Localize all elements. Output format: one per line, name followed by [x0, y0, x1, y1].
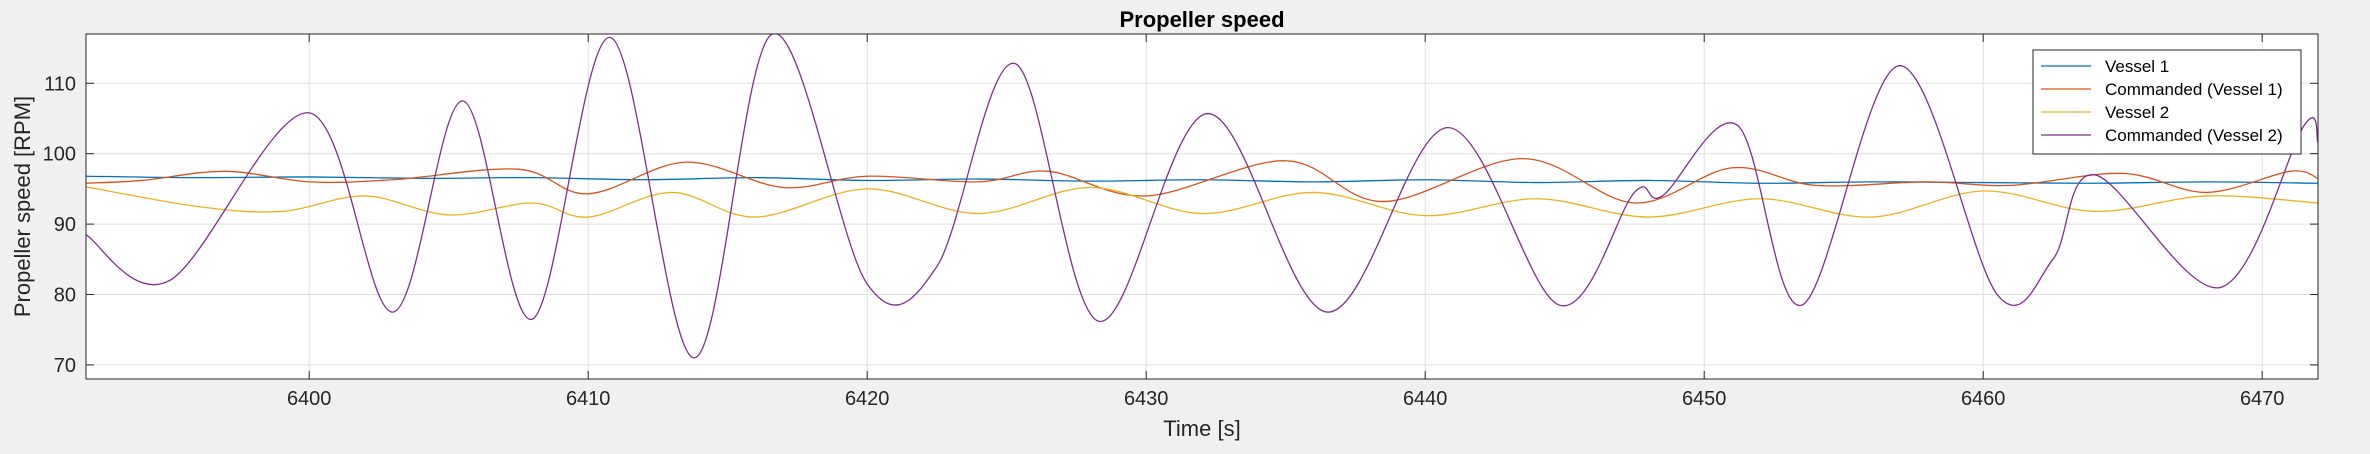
series-group [86, 34, 2318, 359]
y-tick-label: 80 [54, 285, 76, 307]
x-tick-label: 6410 [566, 388, 611, 410]
y-axis-label: Propeller speed [RPM] [10, 96, 35, 317]
x-tick-label: 6400 [287, 388, 332, 410]
x-tick-label: 6470 [2240, 388, 2285, 410]
series-line-4 [86, 34, 2318, 359]
ticks: 6400 6410 6420 6430 6440 6450 6460 6470 70 80 90 10… [43, 34, 2318, 410]
series-line-2 [86, 157, 2318, 204]
legend-label: Commanded (Vessel 1) [2105, 80, 2283, 99]
chart-title: Propeller speed [1119, 7, 1284, 32]
x-tick-label: 6440 [1403, 388, 1448, 410]
legend: Vessel 1 Commanded (Vessel 1) Vessel 2 Comm… [2032, 49, 2302, 155]
y-tick-label: 100 [43, 144, 76, 166]
legend-label: Vessel 1 [2105, 57, 2169, 76]
legend-label: Vessel 2 [2105, 103, 2169, 122]
legend-label: Commanded (Vessel 2) [2105, 126, 2283, 145]
y-tick-label: 70 [54, 355, 76, 377]
y-tick-label: 90 [54, 214, 76, 236]
x-tick-label: 6420 [845, 388, 890, 410]
x-tick-label: 6460 [1961, 388, 2006, 410]
y-tick-label: 110 [44, 73, 76, 95]
x-axis-label: Time [s] [1163, 416, 1240, 441]
x-tick-label: 6450 [1682, 388, 1727, 410]
plot-area [86, 34, 2318, 379]
plot-frame [85, 33, 2319, 380]
series-line-3 [86, 186, 2318, 218]
x-tick-label: 6430 [1124, 388, 1169, 410]
legend-box [2032, 49, 2302, 155]
